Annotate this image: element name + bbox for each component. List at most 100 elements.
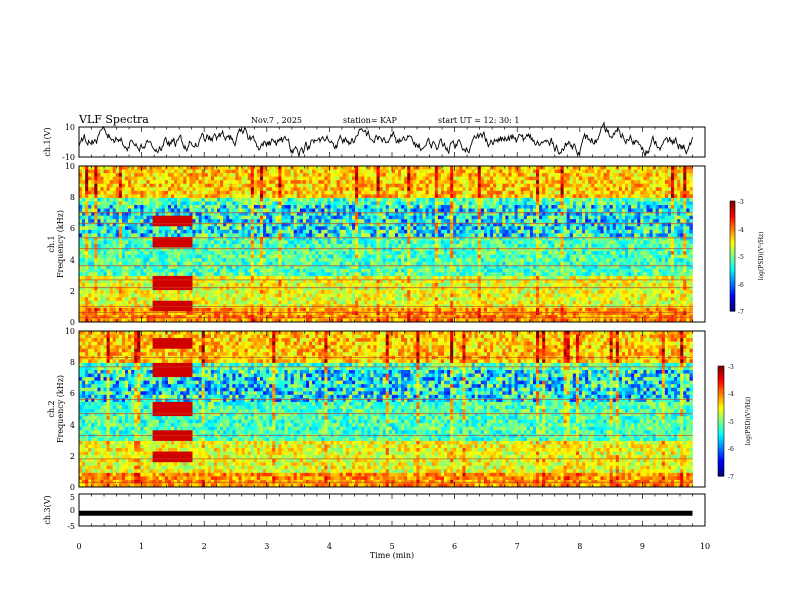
spectrogram-cell — [364, 194, 368, 199]
spectrogram-cell — [364, 176, 368, 181]
spectrogram-cell — [137, 201, 141, 206]
spectrogram-cell — [348, 187, 353, 192]
spectrogram-cell — [226, 286, 230, 291]
spectrogram-cell — [174, 229, 178, 234]
spectrogram-cell — [82, 187, 86, 192]
spectrogram-cell — [82, 233, 86, 238]
spectrogram-cell — [235, 173, 239, 178]
spectrogram-cell — [398, 307, 402, 312]
spectrogram-cell — [79, 194, 83, 199]
spectrogram-cell — [207, 297, 212, 302]
spectrogram-cell — [174, 300, 178, 305]
spectrogram-cell — [223, 222, 227, 227]
spectrogram-cell — [244, 300, 249, 305]
spectrogram-cell — [91, 261, 95, 266]
spectrogram-cell — [309, 254, 313, 259]
spectrogram-cell — [385, 290, 390, 295]
spectrogram-cell — [137, 251, 141, 256]
spectrogram-cell — [391, 169, 396, 174]
spectrogram-cell — [115, 226, 120, 231]
spectrogram-cell — [201, 197, 206, 202]
spectrogram-cell — [210, 226, 215, 231]
spectrogram-cell — [309, 268, 313, 273]
spectrogram-cell — [207, 290, 212, 295]
spectrogram-cell — [149, 194, 154, 199]
spectrogram-cell — [324, 279, 328, 284]
spectrogram-cell — [128, 272, 132, 277]
spectrogram-cell — [131, 268, 135, 273]
spectrogram-cell — [407, 261, 411, 266]
spectrogram-cell — [355, 176, 359, 181]
spectrogram-cell — [149, 197, 154, 202]
spectrogram-cell — [333, 187, 338, 192]
spectrogram-cell — [293, 233, 298, 238]
spectrogram-cell — [109, 169, 114, 174]
spectrogram-cell — [213, 300, 218, 305]
spectrogram-cell — [302, 268, 307, 273]
spectrogram-cell — [82, 283, 86, 287]
spectrogram-cell — [348, 240, 353, 245]
spectrogram-cell — [158, 194, 163, 199]
spectrogram-cell — [275, 194, 279, 199]
spectrogram-cell — [118, 222, 123, 227]
spectrogram-cell — [336, 258, 341, 263]
spectrogram-cell — [361, 290, 365, 295]
spectrogram-cell — [278, 283, 282, 287]
spectrogram-cell — [398, 268, 402, 273]
spectrogram-cell — [293, 187, 298, 192]
spectrogram-cell — [382, 208, 387, 213]
spectrogram-cell — [121, 314, 126, 319]
spectrogram-cell — [241, 176, 246, 181]
spectrogram-cell — [269, 205, 273, 209]
spectrogram-cell — [379, 240, 384, 245]
spectrogram-cell — [198, 197, 203, 202]
spectrogram-cell — [296, 194, 301, 199]
spectrogram-cell — [146, 290, 150, 295]
spectrogram-cell — [152, 307, 157, 312]
spectrogram-cell — [309, 300, 313, 305]
spectrogram-cell — [318, 233, 322, 238]
spectrogram-cell — [355, 240, 359, 245]
spectrogram-cell — [312, 254, 316, 259]
spectrogram-cell — [198, 314, 203, 319]
spectrogram-cell — [266, 183, 270, 188]
spectrogram-cell — [213, 205, 218, 209]
spectrogram-cell — [299, 166, 304, 170]
spectrogram-cell — [146, 233, 150, 238]
spectrogram-cell — [290, 254, 295, 259]
spectrogram-cell — [259, 240, 264, 245]
spectrogram-cell — [164, 314, 169, 319]
spectrogram-cell — [370, 286, 374, 291]
spectrogram-cell — [324, 166, 328, 170]
spectrogram-cell — [195, 265, 200, 270]
spectrogram-cell — [413, 251, 417, 256]
spectrogram-cell — [229, 215, 233, 220]
spectrogram-cell — [207, 251, 212, 256]
spectrogram-cell — [229, 183, 233, 188]
spectrogram-cell — [137, 205, 141, 209]
spectrogram-cell — [416, 261, 420, 266]
spectrogram-cell — [91, 283, 95, 287]
spectrogram-cell — [232, 268, 236, 273]
spectrogram-cell — [140, 265, 144, 270]
spectrogram-cell — [186, 297, 190, 302]
spectrogram-cell — [281, 286, 285, 291]
spectrogram-cell — [106, 247, 111, 252]
spectrogram-cell — [174, 251, 178, 256]
spectrogram-cell — [348, 236, 353, 241]
spectrogram-cell — [217, 187, 221, 192]
spectrogram-cell — [183, 197, 187, 202]
spectrogram-cell — [155, 183, 160, 188]
spectrogram-cell — [128, 251, 132, 256]
spectrogram-cell — [235, 197, 239, 202]
spectrogram-cell — [373, 272, 377, 277]
spectrogram-cell — [183, 194, 187, 199]
spectrogram-cell — [149, 233, 154, 238]
spectrogram-cell — [146, 183, 150, 188]
spectrogram-cell — [161, 261, 166, 266]
spectrogram-cell — [189, 183, 193, 188]
spectrogram-cell — [112, 307, 117, 312]
spectrogram-cell — [186, 279, 190, 284]
spectrogram-cell — [171, 219, 175, 224]
spectrogram-cell — [146, 176, 150, 181]
